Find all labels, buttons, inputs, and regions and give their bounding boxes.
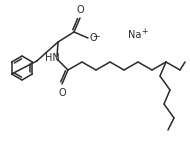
Text: O: O (76, 5, 84, 15)
Text: HN: HN (45, 53, 59, 63)
Text: +: + (141, 28, 147, 37)
Text: −: − (92, 31, 99, 40)
Text: Na: Na (128, 30, 142, 40)
Text: O: O (89, 33, 97, 43)
Text: O: O (58, 88, 66, 98)
